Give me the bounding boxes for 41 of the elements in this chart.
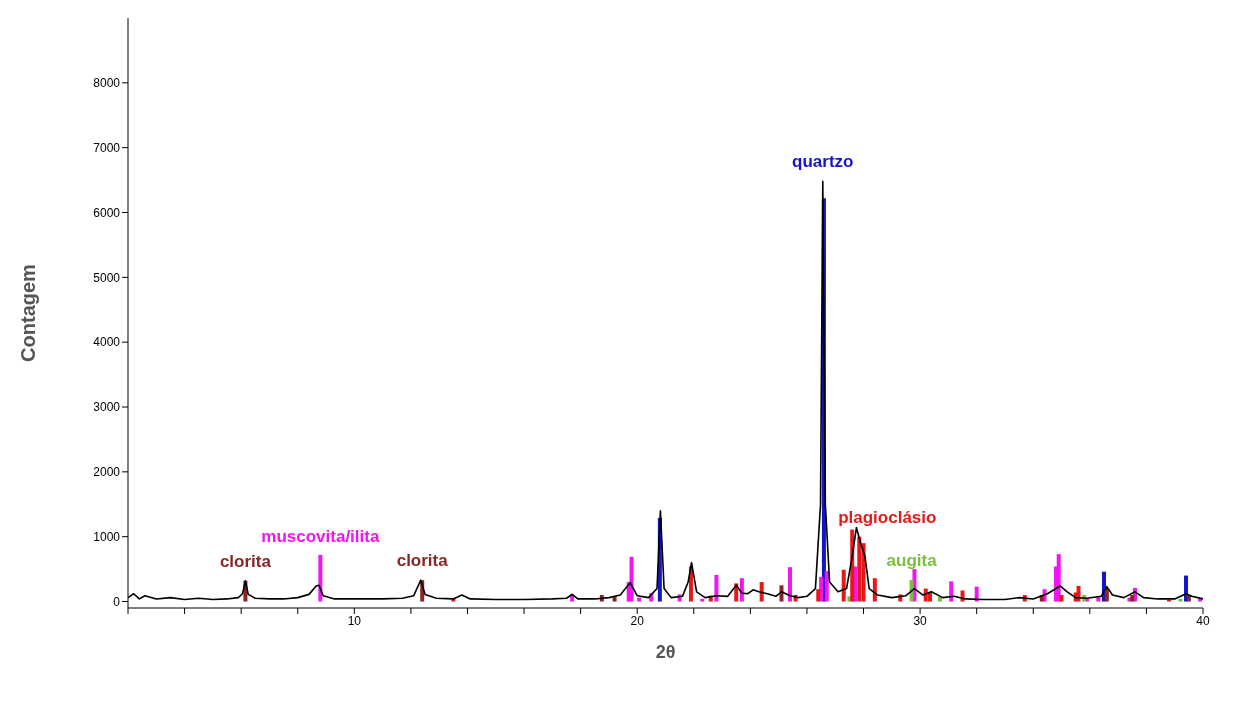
bar [974,586,979,602]
x-tick-label: 30 [913,613,928,628]
bar [629,556,634,602]
annotation: muscovita/ilita [261,527,380,547]
x-axis-title: 2θ [655,642,676,662]
bar [841,569,846,602]
y-axis-title: Contagem [17,264,40,362]
bar [1059,595,1064,602]
bar [1178,598,1183,602]
annotation: plagioclásio [838,507,937,527]
bar [1056,554,1061,602]
y-tick-label: 2000 [93,465,121,480]
bar [714,574,719,602]
bar [949,581,954,602]
annotation: augita [886,551,938,571]
bar [700,598,705,602]
y-tick-label: 0 [113,594,121,609]
y-tick-label: 5000 [93,270,121,285]
bar [857,536,862,602]
y-tick-label: 4000 [93,335,121,350]
bar [759,582,764,602]
x-tick-label: 10 [347,613,362,628]
bar [816,589,821,602]
y-tick-label: 1000 [93,529,121,544]
bar [787,567,792,602]
bar [824,571,829,602]
bar [318,554,323,602]
bar [1104,588,1109,602]
annotation: clorita [396,551,449,571]
y-tick-label: 3000 [93,400,121,415]
bar [909,580,914,602]
y-tick-label: 7000 [93,140,121,155]
x-tick-label: 20 [630,613,645,628]
x-tick-label: 40 [1196,613,1210,628]
bar [637,597,642,602]
bar [872,578,877,602]
annotation: quartzo [792,152,854,172]
annotation: clorita [219,551,272,571]
y-tick-label: 6000 [93,205,121,220]
bar [937,596,942,602]
y-tick-label: 8000 [93,76,121,91]
